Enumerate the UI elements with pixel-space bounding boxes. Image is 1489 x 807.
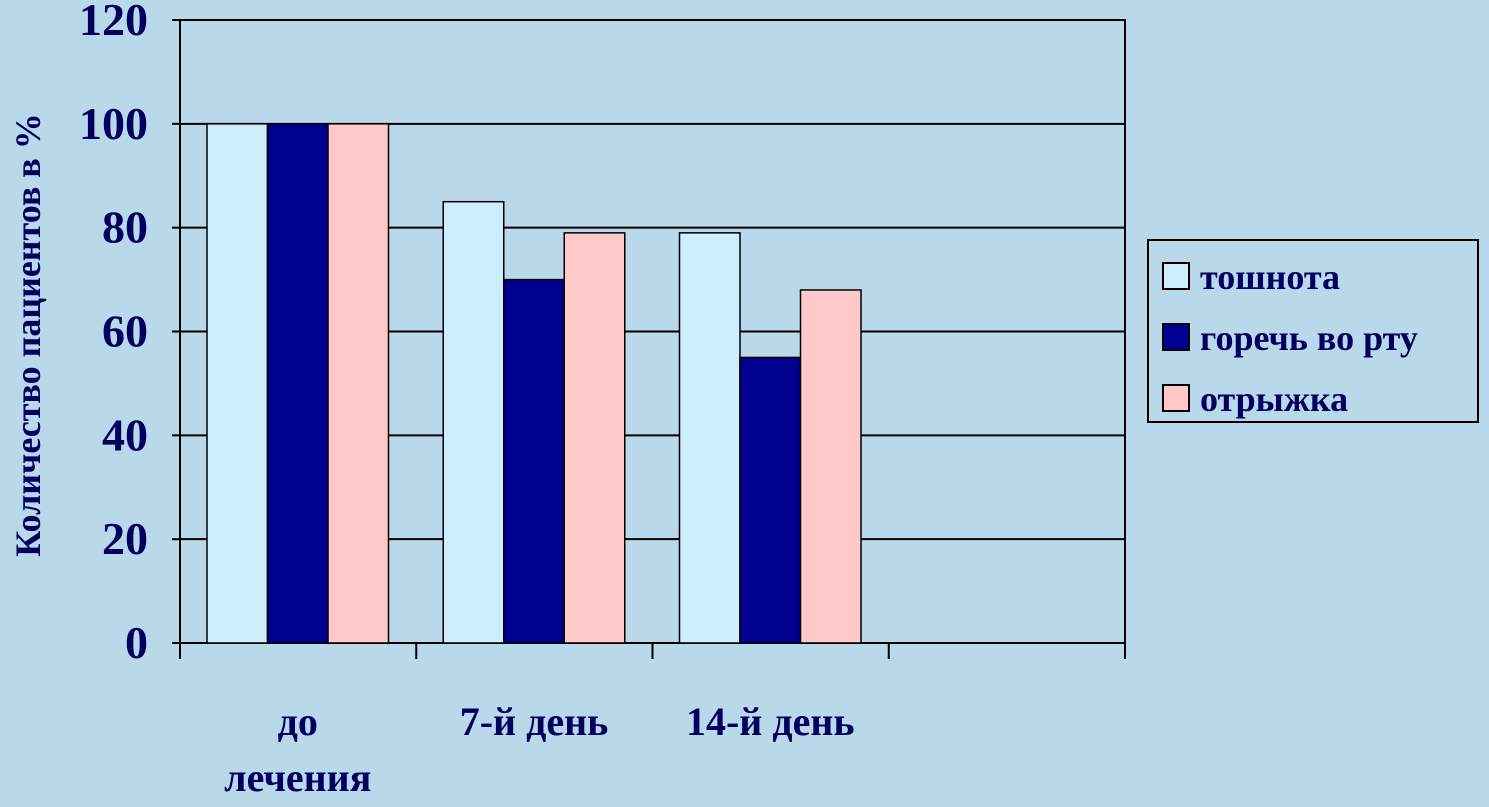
x-tick-label-line: лечения xyxy=(224,755,371,800)
y-axis-title: Количество пациентов в % xyxy=(8,113,48,557)
legend-swatch xyxy=(1162,384,1190,412)
x-tick-label: 14-й день xyxy=(686,699,855,744)
x-tick-label-line: 7-й день xyxy=(460,699,609,744)
bar xyxy=(442,200,505,644)
bar xyxy=(266,123,329,644)
y-tick-label: 60 xyxy=(102,306,148,357)
legend-label: тошнота xyxy=(1200,257,1340,297)
y-tick-label: 120 xyxy=(79,0,148,45)
x-tick-label: 7-й день xyxy=(460,699,609,744)
plot-area: 0 20 40 60 80 100 120 до лечения 7-й день 14-й ден… xyxy=(79,0,1126,800)
legend-swatch xyxy=(1162,262,1190,290)
legend-swatch xyxy=(1162,323,1190,351)
y-tick-label: 100 xyxy=(79,98,148,149)
bar xyxy=(799,289,862,644)
bar xyxy=(327,123,390,644)
legend: тошнота горечь во рту отрыжка xyxy=(1147,239,1479,423)
bar xyxy=(563,232,626,644)
bar xyxy=(739,356,802,644)
legend-label: горечь во рту xyxy=(1200,318,1418,358)
y-tick-label: 0 xyxy=(125,617,148,668)
y-tick-label: 20 xyxy=(102,513,148,564)
legend-box xyxy=(1147,239,1479,423)
x-tick-label-line: 14-й день xyxy=(686,699,855,744)
legend-label: отрыжка xyxy=(1200,379,1348,419)
y-tick-label: 80 xyxy=(102,202,148,253)
x-tick-label-line: до xyxy=(278,699,318,744)
y-tick-label: 40 xyxy=(102,409,148,460)
bar xyxy=(678,232,741,644)
x-tick-label: до лечения xyxy=(224,699,371,800)
bar xyxy=(503,278,565,644)
bar xyxy=(206,123,269,644)
